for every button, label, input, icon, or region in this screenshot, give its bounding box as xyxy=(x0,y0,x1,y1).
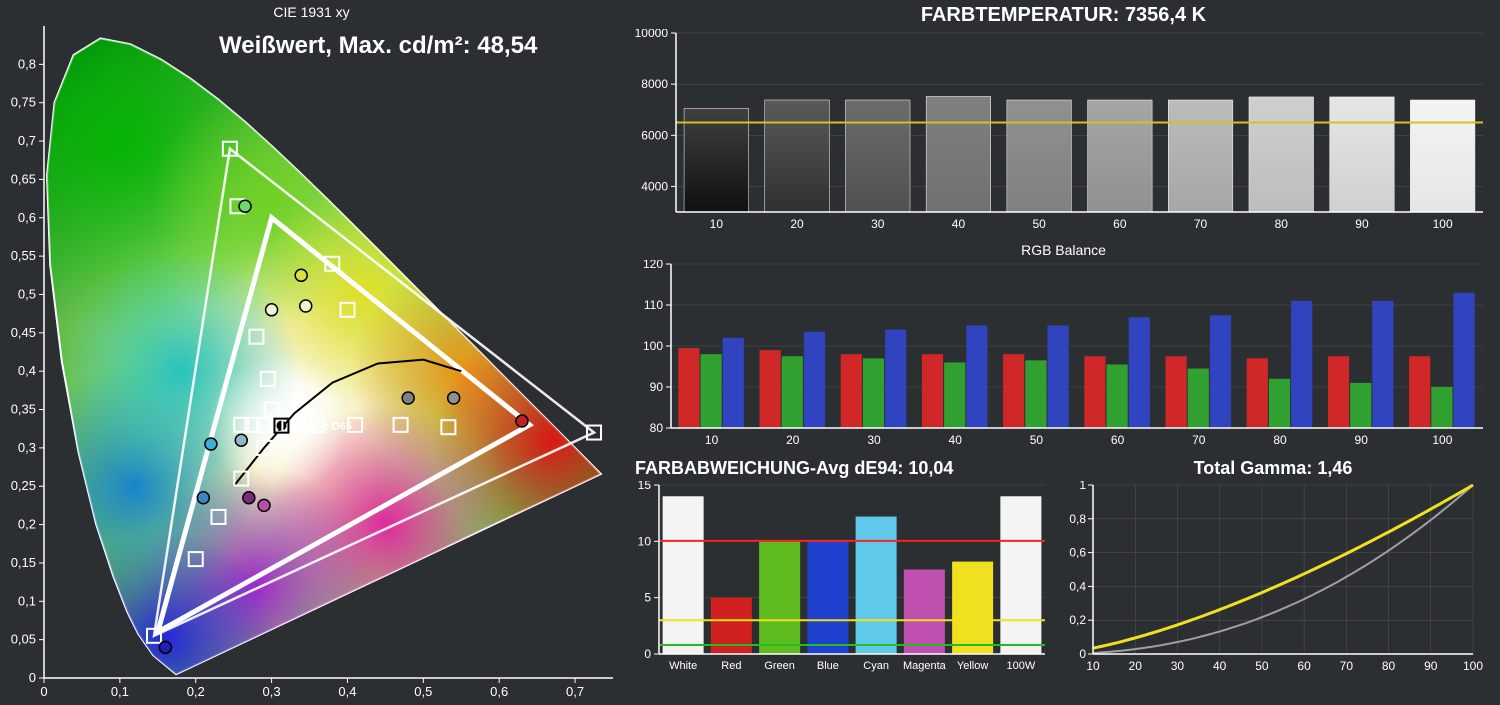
svg-text:30: 30 xyxy=(867,433,881,447)
svg-text:White: White xyxy=(669,660,697,672)
gamma-title: Total Gamma: 1,46 xyxy=(1063,458,1483,479)
svg-text:0,1: 0,1 xyxy=(111,684,129,699)
svg-text:0,35: 0,35 xyxy=(11,402,36,417)
svg-text:100W: 100W xyxy=(1007,660,1036,672)
svg-text:5: 5 xyxy=(644,591,651,605)
colortemp-chart: 4000 6000 8000 10000 10 20 30 40 50 60 70 80 90 100 xyxy=(631,29,1491,234)
cie-chromaticity-panel: CIE 1931 xy Weißwert, Max. cd/m²: 48,54 … xyxy=(4,4,619,701)
svg-text:0,6: 0,6 xyxy=(18,210,36,225)
svg-text:0,2: 0,2 xyxy=(18,517,36,532)
cie-title: CIE 1931 xy xyxy=(4,4,619,20)
gamma-panel: Total Gamma: 1,46 0 0,2 0,4 0,6 0,8 1 10 20 30 40… xyxy=(1063,458,1483,676)
svg-text:70: 70 xyxy=(1340,659,1354,673)
svg-text:70: 70 xyxy=(1192,433,1206,447)
svg-text:0,7: 0,7 xyxy=(566,684,584,699)
rgb-balance-chart: 80 90 100 110 120 10 20 30 40 50 60 70 80 90 100 xyxy=(631,260,1491,450)
svg-text:0,4: 0,4 xyxy=(1069,579,1086,593)
svg-text:0,4: 0,4 xyxy=(338,684,356,699)
svg-text:Green: Green xyxy=(764,660,795,672)
svg-text:0,4: 0,4 xyxy=(18,363,36,378)
rgb-balance-panel: RGB Balance 8090100110120102030405060708… xyxy=(631,242,1496,450)
svg-text:0: 0 xyxy=(644,647,651,661)
svg-text:0,05: 0,05 xyxy=(11,632,36,647)
svg-text:100: 100 xyxy=(1432,433,1452,447)
svg-text:50: 50 xyxy=(1030,433,1044,447)
rgb-balance-title: RGB Balance xyxy=(631,242,1496,258)
svg-text:10: 10 xyxy=(638,534,652,548)
colortemp-panel: FARBTEMPERATUR: 7356,4 K 4000 6000 8000 100… xyxy=(631,4,1496,234)
svg-text:0: 0 xyxy=(1079,647,1086,661)
svg-text:0,1: 0,1 xyxy=(18,593,36,608)
gamma-chart: 0 0,2 0,4 0,6 0,8 1 10 20 30 40 50 60 70 80 90 100 xyxy=(1063,481,1483,676)
svg-text:0,8: 0,8 xyxy=(18,56,36,71)
svg-text:WEISS: D65: WEISS: D65 xyxy=(289,421,351,433)
svg-text:50: 50 xyxy=(1255,659,1269,673)
svg-text:40: 40 xyxy=(952,217,966,231)
svg-text:8000: 8000 xyxy=(641,77,668,91)
svg-text:80: 80 xyxy=(1382,659,1396,673)
svg-text:0,25: 0,25 xyxy=(11,478,36,493)
svg-text:0,7: 0,7 xyxy=(18,133,36,148)
svg-text:30: 30 xyxy=(1171,659,1185,673)
svg-text:90: 90 xyxy=(650,380,664,394)
svg-text:90: 90 xyxy=(1355,433,1369,447)
svg-text:70: 70 xyxy=(1194,217,1208,231)
svg-text:100: 100 xyxy=(1433,217,1453,231)
svg-text:0,15: 0,15 xyxy=(11,555,36,570)
svg-text:0,55: 0,55 xyxy=(11,248,36,263)
deviation-title: FARBABWEICHUNG-Avg dE94: 10,04 xyxy=(631,458,1051,479)
svg-text:0,5: 0,5 xyxy=(414,684,432,699)
svg-text:0,65: 0,65 xyxy=(11,171,36,186)
colortemp-title: FARBTEMPERATUR: 7356,4 K xyxy=(631,4,1496,27)
svg-text:60: 60 xyxy=(1113,217,1127,231)
svg-text:100: 100 xyxy=(1463,659,1483,673)
svg-text:20: 20 xyxy=(790,217,804,231)
svg-text:10: 10 xyxy=(1086,659,1100,673)
svg-text:30: 30 xyxy=(871,217,885,231)
svg-text:1: 1 xyxy=(1079,481,1086,492)
svg-text:10000: 10000 xyxy=(635,29,669,40)
svg-text:20: 20 xyxy=(786,433,800,447)
svg-text:0,3: 0,3 xyxy=(263,684,281,699)
svg-text:100: 100 xyxy=(643,339,663,353)
svg-text:0,8: 0,8 xyxy=(1069,512,1086,526)
svg-text:15: 15 xyxy=(638,481,652,492)
svg-text:Yellow: Yellow xyxy=(957,660,988,672)
cie-chart: WEISS: D65 0 0,05 0,1 0,15 0,2 0,25 0,3 0,35 0,4 0… xyxy=(4,20,619,700)
svg-text:Blue: Blue xyxy=(817,660,839,672)
svg-text:80: 80 xyxy=(650,421,664,435)
svg-text:0,3: 0,3 xyxy=(18,440,36,455)
svg-text:4000: 4000 xyxy=(641,179,668,193)
deviation-chart: 0 5 10 15 White Red Green Blue Cyan Magenta Yellow… xyxy=(631,481,1051,676)
svg-text:0,6: 0,6 xyxy=(1069,546,1086,560)
svg-text:60: 60 xyxy=(1111,433,1125,447)
svg-text:110: 110 xyxy=(644,298,663,312)
svg-text:20: 20 xyxy=(1129,659,1143,673)
svg-text:40: 40 xyxy=(1213,659,1227,673)
svg-text:10: 10 xyxy=(710,217,724,231)
svg-text:0,2: 0,2 xyxy=(187,684,205,699)
deviation-panel: FARBABWEICHUNG-Avg dE94: 10,04 0 5 10 15 Whi… xyxy=(631,458,1051,676)
svg-text:90: 90 xyxy=(1424,659,1438,673)
svg-text:50: 50 xyxy=(1032,217,1046,231)
svg-text:60: 60 xyxy=(1297,659,1311,673)
svg-text:120: 120 xyxy=(643,260,663,271)
svg-text:6000: 6000 xyxy=(641,128,668,142)
svg-text:Magenta: Magenta xyxy=(903,660,947,672)
svg-text:40: 40 xyxy=(949,433,963,447)
svg-text:0: 0 xyxy=(29,670,36,685)
svg-text:10: 10 xyxy=(705,433,719,447)
svg-text:0,5: 0,5 xyxy=(18,286,36,301)
svg-text:0: 0 xyxy=(40,684,47,699)
svg-text:Red: Red xyxy=(721,660,741,672)
svg-text:0,6: 0,6 xyxy=(490,684,508,699)
svg-text:80: 80 xyxy=(1273,433,1287,447)
svg-text:0,2: 0,2 xyxy=(1069,613,1086,627)
cie-overlay-title: Weißwert, Max. cd/m²: 48,54 xyxy=(219,32,537,60)
svg-text:0,45: 0,45 xyxy=(11,325,36,340)
svg-text:90: 90 xyxy=(1355,217,1369,231)
svg-text:0,75: 0,75 xyxy=(11,95,36,110)
svg-text:Cyan: Cyan xyxy=(863,660,889,672)
svg-text:80: 80 xyxy=(1275,217,1289,231)
